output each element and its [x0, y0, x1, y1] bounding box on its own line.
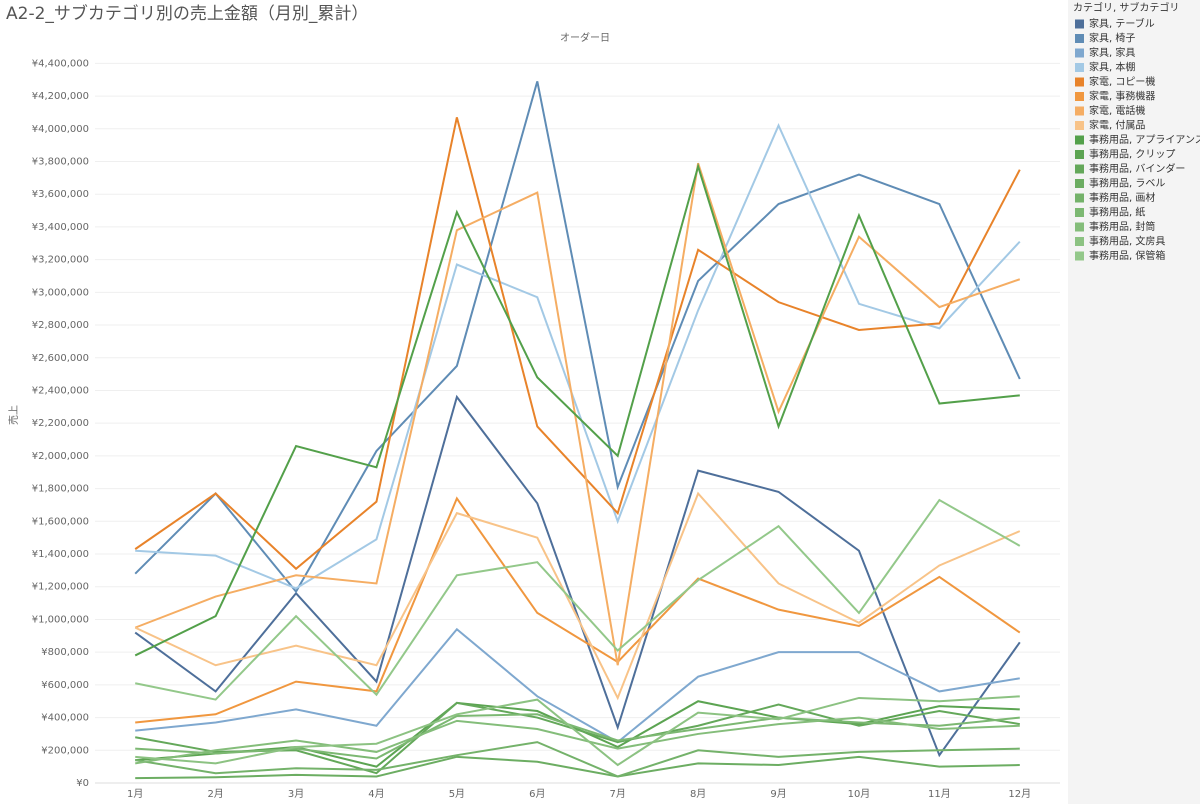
- legend-label: 家電, 付属品: [1089, 119, 1145, 132]
- legend-swatch: [1075, 208, 1084, 217]
- legend-label: 家具, テーブル: [1089, 17, 1155, 30]
- legend-swatch: [1075, 237, 1084, 246]
- series-line: [134, 491, 1021, 701]
- x-tick-label: 6月: [529, 788, 545, 800]
- x-tick-label: 10月: [848, 788, 871, 800]
- series-line: [135, 716, 1020, 765]
- y-tick-label: ¥200,000: [41, 745, 89, 756]
- legend-panel: [1068, 0, 1200, 804]
- y-tick-label: ¥3,000,000: [32, 287, 89, 298]
- series-line: [134, 162, 1020, 657]
- legend-swatch: [1075, 121, 1084, 130]
- legend-label: 事務用品, 画材: [1089, 191, 1155, 204]
- legend-swatch: [1075, 34, 1084, 43]
- legend-swatch: [1075, 48, 1084, 58]
- series-line: [134, 162, 1021, 666]
- legend-label: 事務用品, 紙: [1089, 206, 1145, 219]
- series-line: [135, 700, 1020, 768]
- y-tick-label: ¥2,400,000: [32, 385, 89, 396]
- y-tick-label: ¥400,000: [41, 713, 89, 724]
- y-tick-label: ¥4,200,000: [32, 91, 89, 102]
- legend-swatch: [1075, 77, 1084, 87]
- y-tick-label: ¥1,200,000: [32, 582, 89, 593]
- y-tick-label: ¥800,000: [41, 647, 89, 658]
- series-line: [135, 755, 1020, 780]
- y-tick-label: ¥3,600,000: [32, 189, 89, 200]
- legend-swatch: [1075, 164, 1084, 174]
- legend-label: 事務用品, ラベル: [1089, 177, 1165, 190]
- legend-label: 家電, 事務機器: [1089, 90, 1155, 103]
- series-line: [135, 498, 1021, 701]
- legend-swatch: [1075, 222, 1084, 232]
- series-line: [134, 117, 1021, 571]
- series-line: [134, 81, 1021, 594]
- y-tick-label: ¥2,800,000: [32, 320, 89, 331]
- x-tick-label: 5月: [449, 788, 465, 800]
- legend-label: 事務用品, バインダー: [1089, 162, 1185, 175]
- x-tick-label: 9月: [770, 788, 786, 800]
- legend-swatch: [1075, 135, 1084, 145]
- legend-label: 家具, 本棚: [1089, 61, 1135, 74]
- x-tick-label: 12月: [1008, 788, 1031, 800]
- y-tick-label: ¥1,600,000: [32, 516, 89, 527]
- legend-label: 家電, 電話機: [1089, 104, 1145, 117]
- y-tick-label: ¥3,400,000: [32, 222, 89, 233]
- legend-swatch: [1075, 193, 1084, 203]
- y-axis-label: 売上: [7, 405, 20, 425]
- legend-label: 事務用品, アプライアンス: [1089, 133, 1200, 146]
- legend-label: 事務用品, クリップ: [1089, 148, 1175, 161]
- legend-label: 事務用品, 保管箱: [1089, 249, 1165, 262]
- x-tick-label: 4月: [368, 788, 384, 800]
- chart-title: A2-2_サブカテゴリ別の売上金額（月別_累計）: [6, 3, 368, 24]
- y-tick-label: ¥3,200,000: [32, 255, 89, 266]
- column-header: オーダー日: [560, 31, 610, 44]
- y-tick-label: ¥3,800,000: [32, 156, 89, 167]
- y-tick-label: ¥4,000,000: [32, 124, 89, 135]
- x-tick-label: 7月: [610, 788, 626, 800]
- y-tick-label: ¥2,200,000: [32, 418, 89, 429]
- legend-swatch: [1075, 150, 1084, 159]
- legend-swatch: [1075, 251, 1084, 261]
- x-tick-label: 3月: [288, 788, 304, 800]
- y-tick-label: ¥0: [76, 778, 89, 789]
- series-line: [135, 741, 1020, 778]
- legend-label: 家電, コピー機: [1089, 75, 1155, 88]
- series-line: [135, 123, 1021, 590]
- x-tick-label: 1月: [127, 788, 143, 800]
- y-tick-label: ¥2,600,000: [32, 353, 89, 364]
- series-line: [135, 627, 1020, 744]
- x-tick-label: 2月: [207, 788, 223, 800]
- y-tick-label: ¥600,000: [41, 680, 89, 691]
- legend-swatch: [1075, 19, 1084, 29]
- legend-swatch: [1075, 179, 1084, 188]
- legend-label: 家具, 椅子: [1089, 32, 1135, 45]
- series-line: [135, 496, 1021, 724]
- legend-label: 家具, 家具: [1089, 46, 1135, 59]
- x-tick-label: 11月: [928, 788, 951, 800]
- legend-swatch: [1075, 92, 1084, 101]
- y-tick-label: ¥1,000,000: [32, 614, 89, 625]
- y-tick-label: ¥1,800,000: [32, 484, 89, 495]
- legend-label: 事務用品, 文房具: [1089, 235, 1165, 248]
- x-tick-label: 8月: [690, 788, 706, 800]
- series-line: [134, 394, 1021, 758]
- legend-label: 事務用品, 封筒: [1089, 220, 1155, 233]
- legend-swatch: [1075, 106, 1084, 116]
- y-tick-label: ¥2,000,000: [32, 451, 89, 462]
- legend-swatch: [1075, 63, 1084, 72]
- series-line: [135, 695, 1020, 767]
- y-tick-label: ¥4,400,000: [32, 58, 89, 69]
- y-tick-label: ¥1,400,000: [32, 549, 89, 560]
- legend-title: カテゴリ, サブカテゴリ: [1073, 1, 1179, 14]
